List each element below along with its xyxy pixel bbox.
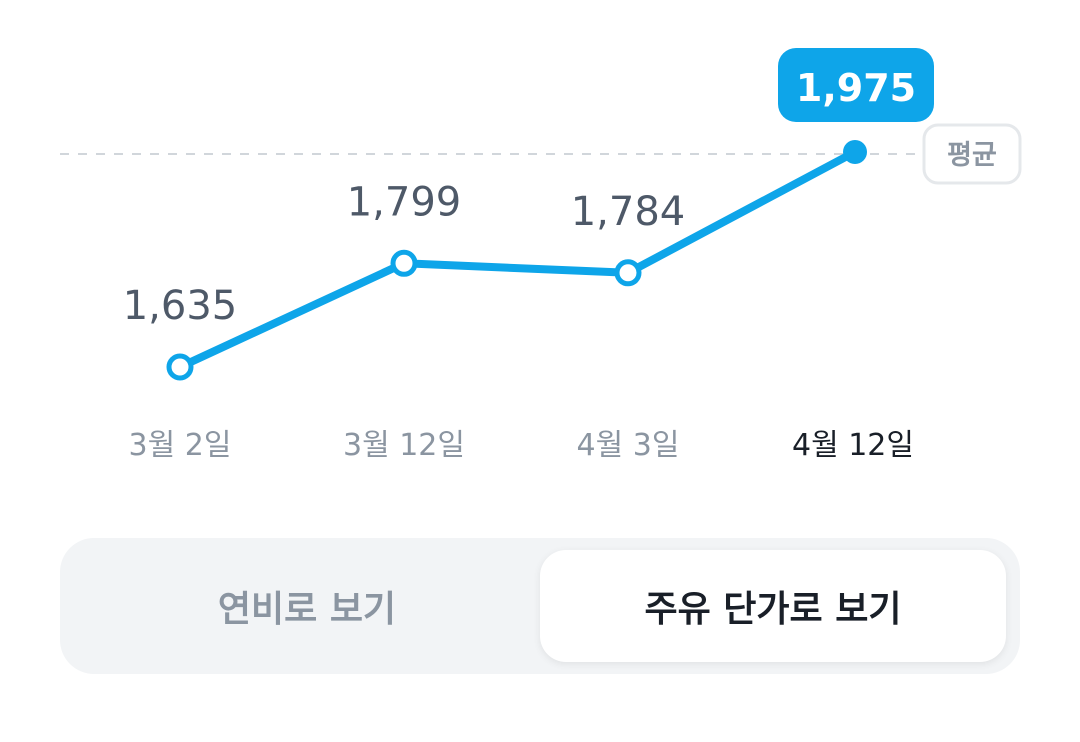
data-label: 1,799 bbox=[347, 179, 462, 225]
average-badge-label: 평균 bbox=[947, 140, 997, 171]
data-label: 1,635 bbox=[123, 283, 238, 329]
highlight-badge-background bbox=[778, 48, 934, 122]
fuel-efficiency-view-button[interactable]: 연비로 보기 bbox=[74, 550, 540, 662]
price-line-chart: 평균 1,635 1,799 1,784 1,975 3월 2일 3월 12일 4월 3일… bbox=[60, 48, 1022, 463]
x-tick-label: 3월 2일 bbox=[129, 428, 232, 463]
data-point bbox=[390, 249, 418, 277]
data-label: 1,784 bbox=[571, 189, 686, 235]
series-line bbox=[176, 148, 859, 371]
x-tick-label: 4월 12일 bbox=[792, 428, 914, 463]
fuel-price-view-button[interactable]: 주유 단가로 보기 bbox=[540, 550, 1006, 662]
x-tick-label: 3월 12일 bbox=[343, 428, 465, 463]
view-toggle: 연비로 보기 주유 단가로 보기 bbox=[60, 538, 1020, 674]
data-point bbox=[614, 259, 642, 287]
x-tick-label: 4월 3일 bbox=[577, 428, 680, 463]
data-point bbox=[166, 353, 194, 381]
average-badge: 평균 bbox=[922, 123, 1022, 185]
data-point bbox=[843, 140, 867, 164]
highlight-value-badge: 1,975 bbox=[778, 48, 934, 122]
data-label: 1,975 bbox=[796, 66, 916, 110]
